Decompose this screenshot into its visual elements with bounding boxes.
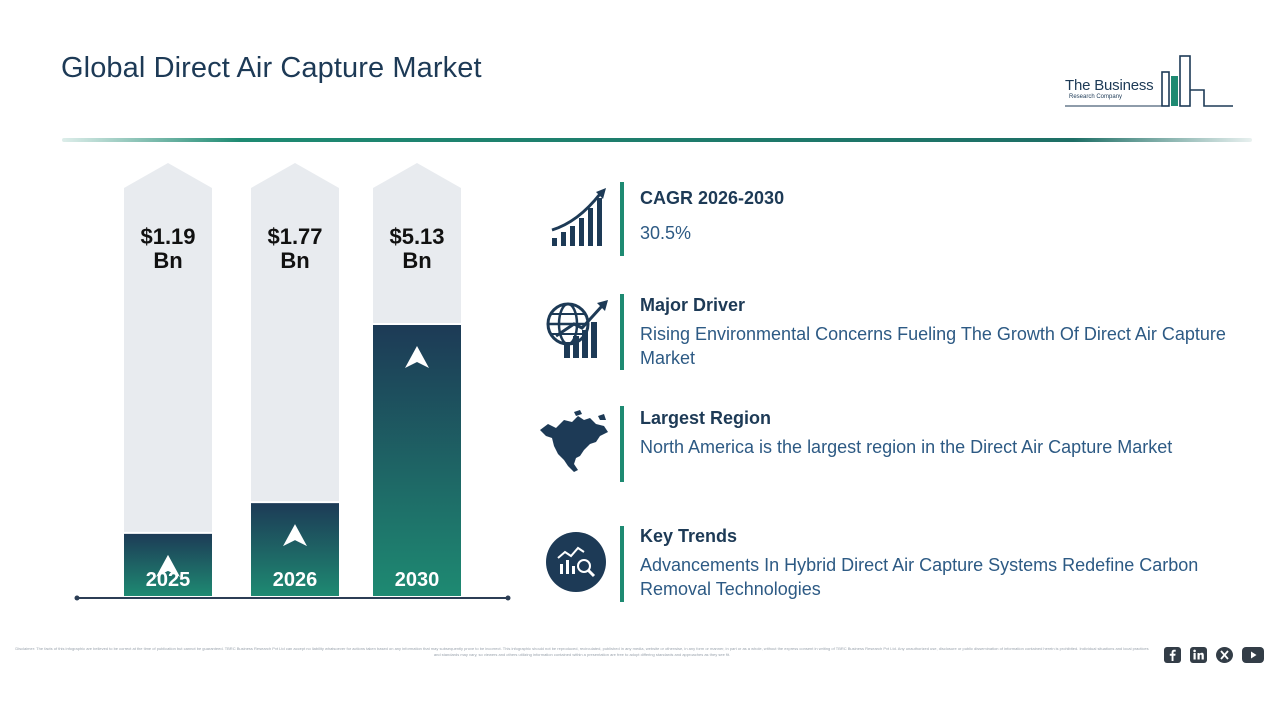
trends-magnifier-icon bbox=[538, 524, 614, 600]
x-axis-end-cap bbox=[505, 595, 511, 601]
stat-accent-bar bbox=[620, 182, 624, 256]
linkedin-icon[interactable] bbox=[1190, 647, 1207, 663]
youtube-icon[interactable] bbox=[1242, 647, 1264, 663]
logo-graphic bbox=[1065, 55, 1233, 107]
globe-growth-icon bbox=[538, 292, 614, 368]
unit-label-2026: Bn bbox=[280, 248, 309, 273]
header-divider bbox=[62, 138, 1252, 142]
facebook-icon[interactable] bbox=[1164, 647, 1181, 663]
bar-arrow-icon-2030 bbox=[405, 346, 429, 368]
x-tick-label-2030: 2030 bbox=[395, 569, 440, 591]
unit-label-2025: Bn bbox=[153, 248, 182, 273]
page-title: Global Direct Air Capture Market bbox=[61, 52, 482, 84]
bar-track-2026 bbox=[251, 163, 339, 596]
bar-arrow-icon-2026 bbox=[283, 524, 307, 547]
bar-2030 bbox=[373, 324, 461, 596]
stat-accent-bar bbox=[620, 294, 624, 370]
logo-subname: Research Company bbox=[1069, 94, 1123, 100]
stat-heading: Key Trends bbox=[640, 526, 738, 546]
stat-text: Advancements In Hybrid Direct Air Captur… bbox=[640, 555, 1199, 599]
stat-heading: CAGR 2026-2030 bbox=[640, 188, 785, 208]
stat-text: North America is the largest region in t… bbox=[640, 437, 1173, 457]
value-label-2025: $1.19 bbox=[140, 224, 195, 249]
stat-value: 30.5% bbox=[640, 223, 692, 243]
stat-text: Rising Environmental Concerns Fueling Th… bbox=[640, 324, 1226, 368]
company-logo[interactable]: The Business Research Company bbox=[1058, 50, 1238, 112]
logo-name: The Business bbox=[1065, 77, 1154, 94]
bar-track-2025 bbox=[124, 163, 212, 596]
stat-accent-bar bbox=[620, 526, 624, 602]
x-tick-label-2026: 2026 bbox=[273, 569, 318, 591]
stat-heading: Major Driver bbox=[640, 295, 746, 315]
x-axis-start-cap bbox=[74, 595, 80, 601]
north-america-map-icon bbox=[538, 408, 614, 484]
stat-heading: Largest Region bbox=[640, 408, 772, 428]
x-icon[interactable] bbox=[1216, 647, 1233, 663]
value-label-2030: $5.13 bbox=[389, 224, 444, 249]
bar-arrow-icon-2025 bbox=[156, 554, 180, 577]
value-label-2026: $1.77 bbox=[267, 224, 322, 249]
key-stats-panel: CAGR 2026-2030 30.5% Major Driver Rising… bbox=[538, 178, 1258, 608]
growth-chart-icon bbox=[538, 182, 614, 258]
bar-2026 bbox=[251, 502, 339, 596]
unit-label-2030: Bn bbox=[402, 248, 431, 273]
x-tick-label-2025: 2025 bbox=[146, 569, 191, 591]
stat-accent-bar bbox=[620, 406, 624, 482]
disclaimer-text: Disclaimer: The facts of this infographi… bbox=[15, 646, 1149, 657]
